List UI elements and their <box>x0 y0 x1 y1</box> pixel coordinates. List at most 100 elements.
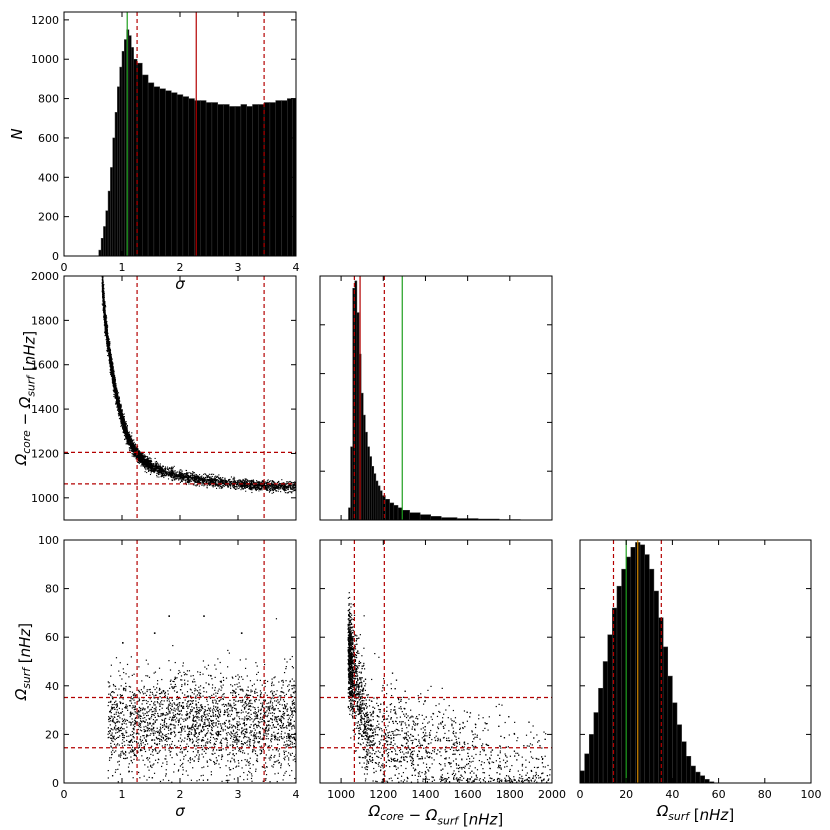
scatter-point <box>134 449 136 451</box>
scatter-point <box>118 409 120 411</box>
scatter-point <box>107 325 109 327</box>
scatter-point <box>169 467 171 469</box>
scatter-point <box>134 450 136 452</box>
scatter-point <box>128 440 130 442</box>
scatter-point <box>232 485 234 487</box>
scatter-point <box>109 354 111 356</box>
scatter-point <box>102 279 104 281</box>
scatter-point <box>103 297 105 299</box>
scatter-point <box>125 434 127 436</box>
scatter-point <box>112 368 114 370</box>
scatter-point <box>126 438 128 440</box>
scatter-point <box>126 443 128 445</box>
scatter-point <box>135 450 137 452</box>
scatter-point <box>203 473 205 475</box>
scatter-point <box>102 280 104 282</box>
scatter-point <box>229 480 231 482</box>
scatter-point <box>222 479 224 481</box>
scatter-point <box>181 476 183 478</box>
scatter-point <box>104 319 106 321</box>
scatter-point <box>103 299 105 301</box>
scatter-point <box>221 482 223 484</box>
scatter-point <box>169 473 171 475</box>
histogram-bar <box>205 102 213 256</box>
scatter-point <box>187 480 189 482</box>
scatter-point <box>183 473 185 475</box>
scatter-point <box>182 478 184 480</box>
scatter-point <box>144 468 146 470</box>
scatter-point <box>112 379 114 381</box>
scatter-point <box>222 487 224 489</box>
scatter-point <box>117 406 119 408</box>
scatter-point <box>116 390 118 392</box>
scatter-point <box>146 463 148 466</box>
scatter-point <box>114 391 116 393</box>
scatter-point <box>157 468 159 470</box>
scatter-point <box>108 349 110 351</box>
scatter-point <box>162 470 164 472</box>
scatter-point <box>110 363 112 365</box>
scatter-point <box>119 411 121 414</box>
scatter-point <box>214 477 216 479</box>
scatter-point <box>165 473 167 475</box>
scatter-point <box>202 480 204 483</box>
histogram-bar <box>171 92 178 256</box>
scatter-point <box>155 460 158 463</box>
scatter-point <box>137 454 139 456</box>
scatter-point <box>103 297 105 300</box>
scatter-point <box>130 449 132 451</box>
scatter-point <box>108 353 110 355</box>
scatter-point <box>105 334 107 336</box>
scatter-point <box>122 420 124 422</box>
scatter-point <box>114 375 116 377</box>
scatter-point <box>176 477 178 479</box>
scatter-point <box>102 285 105 287</box>
scatter-point <box>200 476 203 478</box>
scatter-point <box>168 467 170 469</box>
scatter-point <box>172 475 174 477</box>
scatter-point <box>115 396 117 398</box>
scatter-point <box>171 472 173 474</box>
histogram-bar <box>211 102 218 256</box>
scatter-point <box>123 426 125 428</box>
scatter-point <box>146 459 148 461</box>
scatter-point <box>186 481 188 483</box>
scatter-point <box>107 344 110 346</box>
scatter-point <box>182 477 184 479</box>
scatter-point <box>109 348 111 351</box>
scatter-point <box>152 463 155 465</box>
scatter-point <box>123 427 125 429</box>
scatter-point <box>115 390 118 392</box>
scatter-point <box>127 437 129 440</box>
scatter-point <box>124 428 126 430</box>
scatter-point <box>123 416 125 418</box>
scatter-point <box>151 469 153 472</box>
scatter-point <box>106 351 108 353</box>
scatter-point <box>211 479 213 481</box>
scatter-point <box>115 385 117 387</box>
scatter-point <box>103 299 105 302</box>
scatter-point <box>120 411 122 413</box>
scatter-point <box>163 470 166 472</box>
scatter-point <box>175 475 178 477</box>
scatter-point <box>154 471 156 473</box>
scatter-point <box>220 481 222 484</box>
scatter-point <box>114 397 117 399</box>
scatter-point <box>169 472 171 474</box>
histogram-bar <box>98 249 102 256</box>
scatter-point <box>143 456 145 458</box>
scatter-point <box>162 475 164 477</box>
scatter-point <box>137 450 139 452</box>
scatter-point <box>224 478 226 481</box>
scatter-point <box>103 306 105 308</box>
scatter-point <box>125 443 127 445</box>
scatter-point <box>158 468 160 470</box>
scatter-point <box>132 445 134 447</box>
scatter-point <box>115 387 117 389</box>
scatter-point <box>180 472 182 474</box>
scatter-point <box>137 451 139 454</box>
scatter-point <box>201 484 203 486</box>
scatter-point <box>116 393 118 395</box>
scatter-point <box>185 473 187 475</box>
scatter-point <box>143 463 145 465</box>
